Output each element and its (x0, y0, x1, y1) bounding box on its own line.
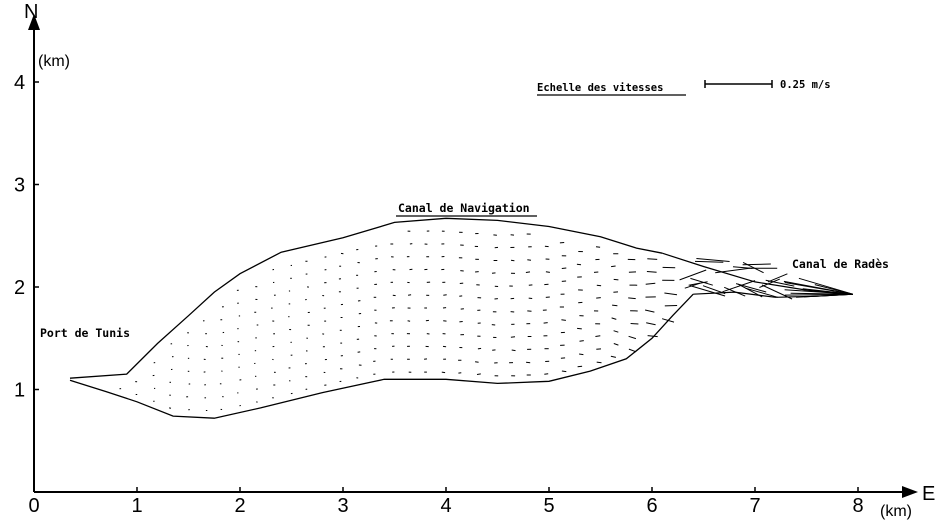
lagoon-boundary (69, 217, 853, 419)
boundary-north-shore (69, 217, 663, 379)
channel-vector (737, 283, 763, 298)
channel-vector (745, 287, 778, 298)
channel-vector (784, 282, 853, 295)
velocity-vector (579, 353, 584, 356)
velocity-scale: Echelle des vitesses 0.25 m/s (537, 79, 831, 96)
velocity-vector (628, 348, 637, 353)
axes: N (km) E (km) (24, 1, 935, 520)
velocity-vector (561, 319, 566, 321)
canal-rades-label: Canal de Radès (792, 257, 889, 271)
channel-vector (803, 293, 853, 298)
velocity-vector (661, 318, 675, 323)
scale-title: Echelle des vitesses (537, 82, 663, 94)
x-tick-label: 8 (852, 495, 863, 517)
channel-vector (802, 288, 853, 295)
north-label: N (24, 1, 38, 23)
rades-channel-north-edge (662, 252, 853, 295)
y-tick-label: 1 (14, 380, 25, 402)
channel-vector (765, 279, 795, 287)
channel-vector (689, 285, 726, 297)
velocity-vector (646, 322, 656, 326)
velocity-vector (595, 335, 601, 337)
velocity-vector (628, 335, 637, 340)
velocity-vector (664, 292, 678, 296)
velocity-vector (628, 297, 636, 300)
velocity-vector (577, 365, 583, 368)
velocity-vector (476, 373, 481, 375)
east-label: E (922, 483, 935, 505)
y-tick-label: 3 (14, 175, 25, 197)
y-unit-label: (km) (38, 53, 70, 70)
channel-vector (759, 278, 780, 288)
channel-vector (696, 258, 730, 262)
velocity-vector (613, 278, 619, 281)
velocity-vector (647, 335, 658, 338)
velocity-vector (596, 361, 602, 364)
velocity-vector (610, 355, 617, 358)
velocity-vector (613, 330, 619, 333)
x-tick-label: 6 (646, 495, 657, 517)
velocity-vector (543, 322, 548, 324)
velocity-vector (595, 246, 601, 248)
velocity-vector (613, 343, 619, 346)
channel-vector (715, 267, 750, 274)
y-tick-label: 4 (14, 72, 25, 94)
velocity-vector (611, 317, 617, 320)
velocity-vector (511, 349, 516, 352)
scale-value: 0.25 m/s (780, 79, 831, 91)
channel-vector (742, 263, 771, 266)
channel-vector (722, 280, 756, 293)
velocity-vector (596, 284, 602, 287)
velocity-vector (561, 267, 567, 269)
velocity-vector (630, 323, 639, 325)
channel-vector (694, 260, 724, 263)
velocity-vector (561, 370, 567, 373)
x-tick-label: 0 (28, 495, 39, 517)
velocity-vector (545, 271, 550, 273)
canal-navigation-label: Canal de Navigation (398, 201, 530, 215)
channel-vector (761, 284, 793, 300)
y-axis-arrow (28, 14, 40, 30)
velocity-vector (611, 265, 616, 268)
channel-vector (690, 277, 713, 286)
port-de-tunis-label: Port de Tunis (40, 326, 130, 340)
velocity-vector (646, 271, 657, 273)
velocity-vector (645, 282, 656, 285)
velocity-vector (644, 309, 655, 313)
x-tick-label: 7 (749, 495, 760, 517)
velocity-vector (647, 258, 658, 260)
velocity-vector (544, 373, 549, 375)
channel-vector (679, 269, 707, 281)
boundary-south-shore (69, 293, 694, 419)
velocity-vector (576, 263, 582, 266)
channel-vector (724, 286, 746, 297)
channel-vector (814, 284, 854, 295)
channel-vector (684, 281, 704, 289)
x-tick-label: 3 (337, 495, 348, 517)
velocity-vector (526, 361, 531, 364)
velocity-vector (579, 340, 584, 342)
velocity-vector (596, 297, 601, 299)
x-axis-arrow (902, 486, 918, 498)
velocity-vector (475, 361, 479, 363)
x-unit-label: (km) (880, 503, 912, 520)
axis-ticks: 0 1 2 3 4 5 6 7 8 1 2 3 4 (14, 72, 864, 517)
velocity-vector (441, 371, 446, 374)
velocity-vector (477, 347, 482, 350)
x-tick-label: 1 (131, 495, 142, 517)
velocity-vector (525, 271, 531, 273)
x-tick-label: 2 (234, 495, 245, 517)
velocity-vector (527, 259, 532, 261)
channel-vector (767, 273, 788, 283)
x-tick-label: 5 (543, 495, 554, 517)
channel-vector (702, 285, 726, 295)
velocity-vectors (119, 230, 854, 411)
x-tick-label: 4 (440, 495, 451, 517)
velocity-vector (612, 304, 618, 307)
velocity-vector (577, 327, 582, 330)
y-tick-label: 2 (14, 277, 25, 299)
